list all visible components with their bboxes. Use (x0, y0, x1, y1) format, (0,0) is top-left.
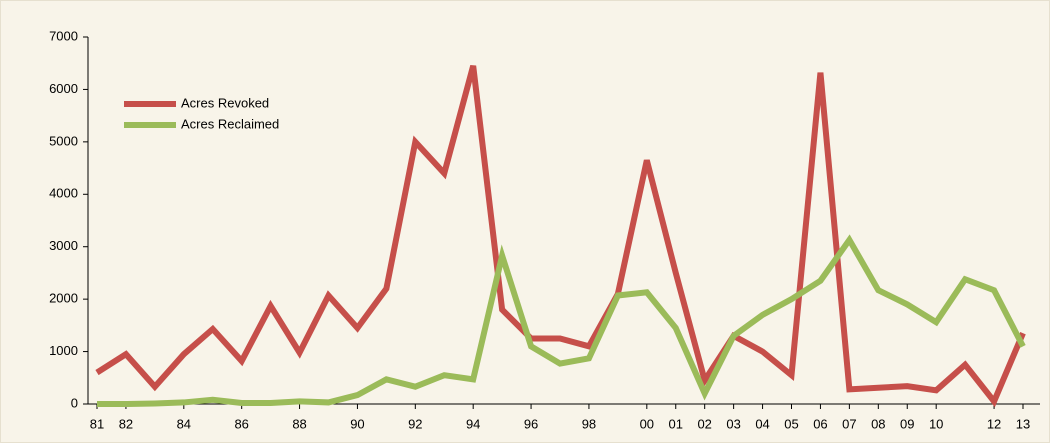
x-tick-label: 94 (466, 416, 480, 431)
y-tick-label: 5000 (49, 133, 78, 148)
x-tick-label: 90 (350, 416, 364, 431)
x-tick-label: 03 (726, 416, 740, 431)
x-tick-label: 07 (842, 416, 856, 431)
x-tick-label: 00 (640, 416, 654, 431)
x-tick-label: 08 (871, 416, 885, 431)
x-tick-label: 09 (900, 416, 914, 431)
y-tick-label: 3000 (49, 238, 78, 253)
y-tick-label: 4000 (49, 186, 78, 201)
x-tick-label: 88 (292, 416, 306, 431)
x-tick-label: 13 (1016, 416, 1030, 431)
x-tick-label: 81 (90, 416, 104, 431)
x-tick-label: 01 (669, 416, 683, 431)
x-tick-label: 05 (784, 416, 798, 431)
y-tick-label: 6000 (49, 81, 78, 96)
y-tick-label: 1000 (49, 343, 78, 358)
x-tick-label: 96 (524, 416, 538, 431)
legend-label: Acres Reclaimed (181, 116, 279, 131)
x-tick-label: 12 (987, 416, 1001, 431)
line-series (97, 234, 1026, 407)
y-tick-label: 7000 (49, 28, 78, 43)
y-tick-label: 0 (71, 395, 78, 410)
x-tick-label: 10 (929, 416, 943, 431)
x-tick-label: 82 (119, 416, 133, 431)
x-tick-label: 86 (234, 416, 248, 431)
legend-label: Acres Revoked (181, 95, 269, 110)
x-tick-label: 92 (408, 416, 422, 431)
x-tick-label: 98 (582, 416, 596, 431)
x-tick-label: 06 (813, 416, 827, 431)
line-series (95, 65, 1026, 408)
x-tick-label: 84 (177, 416, 191, 431)
x-tick-label: 02 (697, 416, 711, 431)
x-tick-label: 04 (755, 416, 769, 431)
y-tick-label: 2000 (49, 291, 78, 306)
